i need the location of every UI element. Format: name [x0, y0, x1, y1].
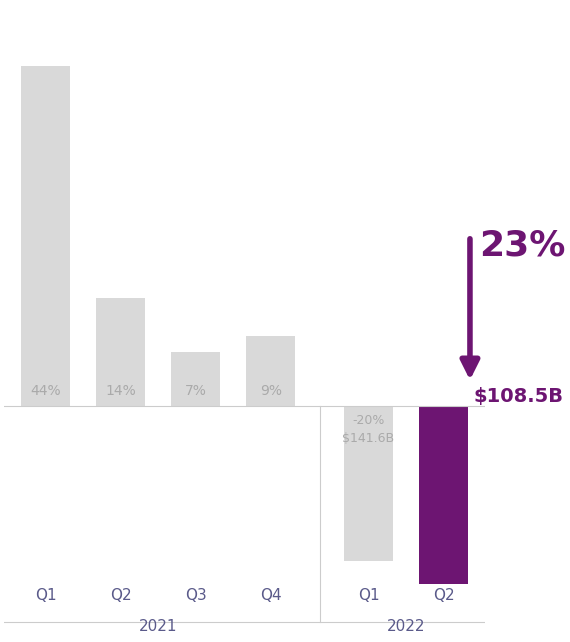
Text: Q1: Q1	[35, 588, 56, 603]
Text: 2022: 2022	[387, 619, 425, 634]
Text: -20%
$141.6B: -20% $141.6B	[343, 413, 394, 445]
Text: 9%: 9%	[260, 385, 282, 398]
Text: 44%: 44%	[30, 385, 61, 398]
Text: Q2: Q2	[110, 588, 132, 603]
Text: 23%: 23%	[479, 229, 565, 263]
Bar	[21, 66, 70, 406]
Text: 7%: 7%	[185, 385, 207, 398]
Bar	[420, 406, 468, 584]
Bar	[344, 406, 393, 560]
Bar	[172, 352, 220, 406]
Bar	[246, 336, 295, 406]
Bar	[96, 298, 145, 406]
Text: 14%: 14%	[105, 385, 136, 398]
Text: $108.5B: $108.5B	[474, 386, 564, 406]
Text: Q1: Q1	[358, 588, 380, 603]
Text: 2021: 2021	[139, 619, 177, 634]
Text: Q2: Q2	[433, 588, 454, 603]
Text: Q3: Q3	[185, 588, 206, 603]
Text: Q4: Q4	[260, 588, 282, 603]
